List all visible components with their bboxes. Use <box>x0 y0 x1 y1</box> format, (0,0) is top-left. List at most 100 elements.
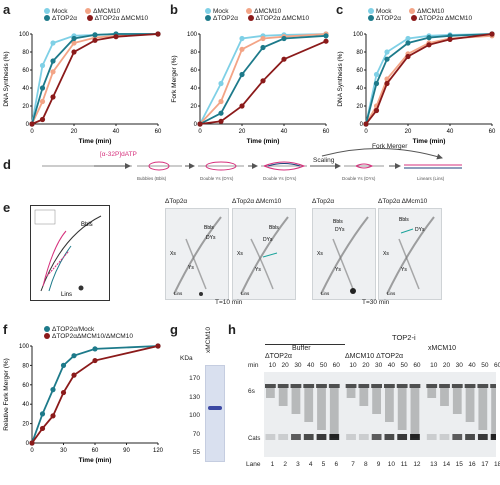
legend-f-a: ΔTOP2α/Mock <box>52 326 95 333</box>
series-line <box>199 33 327 125</box>
legend-a-dmcm10: ΔMCM10 <box>93 8 121 15</box>
lane-value: 18 <box>493 461 500 468</box>
lane-value: 40 <box>307 362 315 369</box>
data-point <box>218 98 224 105</box>
y-tick-label: 100 <box>19 32 30 38</box>
panel-label-e: e <box>3 200 11 215</box>
data-point <box>71 35 77 42</box>
gel-lane <box>464 384 476 440</box>
legend-dot-dmcm10 <box>409 8 416 15</box>
legend-a-mock: Mock <box>52 8 68 15</box>
x-tick-label: 0 <box>364 129 368 135</box>
x-tick-label: 40 <box>281 129 288 135</box>
y-tick-label: 20 <box>22 422 29 428</box>
legend-c-dtopdmcm: ΔTOP2α ΔMCM10 <box>418 15 473 22</box>
x-tick-label: 90 <box>123 448 130 454</box>
svg-text:Ys: Ys <box>188 265 194 271</box>
y-tick-label: 20 <box>356 104 363 110</box>
gel-e1: Bbls DYs Xs Ys Lins <box>165 208 229 300</box>
svg-text:Bbls: Bbls <box>204 225 214 231</box>
chart-b: 0 20 40 60 80 100 0 20 40 60 Time (min) Fork Merger… <box>171 31 330 145</box>
h-cats-label: Cats <box>248 436 261 442</box>
series-line <box>199 40 327 125</box>
y-tick-label: 40 <box>190 86 197 92</box>
x-tick-label: 120 <box>153 448 164 454</box>
data-point <box>39 85 46 91</box>
gel-e3: Bbls DYs Xs Ys Lins <box>312 208 376 300</box>
h-lanes: 1 2 3 4 5 6 7 8 9 10 11 12 13 14 15 16 17 18 <box>266 461 500 470</box>
lane-value: 8 <box>364 461 368 468</box>
legend-a-dtop: ΔTOP2α <box>52 15 77 22</box>
legend-b-dmcm10: ΔMCM10 <box>254 8 282 15</box>
lane-value: 20 <box>362 362 370 369</box>
gel-lane <box>303 384 315 440</box>
legend-dot-f-a <box>44 326 50 333</box>
legend-dot-mock <box>44 8 50 15</box>
gel-lane <box>477 384 489 440</box>
data-point <box>29 440 35 446</box>
key-bbls: Bbls <box>81 222 93 228</box>
x-axis-label: Time (min) <box>247 138 280 145</box>
lane-value: 50 <box>319 362 328 369</box>
panel-label-g: g <box>170 322 178 337</box>
data-point <box>71 40 77 46</box>
data-point <box>239 35 245 42</box>
svg-text:Lins: Lins <box>387 291 396 296</box>
fork-merger-label: Fork Merger <box>372 143 408 150</box>
lane-value: 12 <box>413 461 421 468</box>
legend-dot-dmcm10 <box>85 8 92 15</box>
y-tick-label: 40 <box>22 86 29 92</box>
panel-label-d: d <box>3 157 11 172</box>
lane-value: 2 <box>283 461 287 468</box>
legend-b-mock: Mock <box>213 8 229 15</box>
h-dmcm-dtop-label: ΔMCM10 ΔTOP2α <box>345 353 404 360</box>
y-axis-label: DNA Synthesis (%) <box>3 51 10 106</box>
h-buffer-label: Buffer <box>292 345 311 352</box>
gel-lane <box>345 384 357 440</box>
y-axis-label: Relative Fork Merger (%) <box>3 358 10 431</box>
gel-lane <box>358 384 370 440</box>
legend-dot-dtop <box>205 15 211 22</box>
lane-value: 20 <box>442 362 451 369</box>
h-xmcm10-label: xMCM10 <box>428 345 457 352</box>
x-axis-label: Time (min) <box>79 457 112 464</box>
stage1-label: Bubbles (Bbls) <box>137 176 167 181</box>
gel-lane <box>384 384 395 440</box>
scaling-label: Scaling <box>313 157 335 164</box>
x-axis-label: Time (min) <box>413 138 446 145</box>
legend-dot-f-b <box>44 333 50 340</box>
y-tick-label: 20 <box>22 104 29 110</box>
data-point <box>92 346 98 352</box>
lane-value: 17 <box>481 461 489 468</box>
x-tick-label: 40 <box>113 129 120 135</box>
svg-text:DYs: DYs <box>263 237 273 243</box>
data-point <box>405 53 411 60</box>
x-tick-label: 60 <box>92 448 99 454</box>
lane-value: 15 <box>455 461 463 468</box>
lane-value: 50 <box>400 362 408 369</box>
gel-e3-title: ΔTop2α <box>312 198 335 205</box>
data-point <box>39 411 46 417</box>
legend-a-dtopdmcm: ΔTOP2α ΔMCM10 <box>94 15 149 22</box>
data-point <box>92 32 98 38</box>
radiolabel-text: [α-32P]dATP <box>100 151 137 158</box>
svg-text:DYs: DYs <box>415 227 425 233</box>
panel-label-b: b <box>170 2 178 17</box>
y-tick-label: 80 <box>190 50 197 56</box>
data-point <box>239 46 245 52</box>
gel-lane <box>439 384 450 440</box>
data-point <box>39 116 46 123</box>
series-line <box>199 34 327 125</box>
x-tick-label: 60 <box>489 129 496 135</box>
data-point <box>60 389 67 396</box>
lane-value: 60 <box>413 362 421 369</box>
data-point <box>405 35 411 42</box>
svg-text:Ys: Ys <box>255 267 261 273</box>
data-point <box>426 42 432 48</box>
lane-value: 11 <box>400 461 408 468</box>
svg-text:Xs: Xs <box>383 251 389 257</box>
time-label-1: T=10 min <box>215 299 243 306</box>
lane-value: 5 <box>321 461 326 468</box>
data-point <box>373 107 380 114</box>
y-tick-label: 60 <box>356 68 363 74</box>
